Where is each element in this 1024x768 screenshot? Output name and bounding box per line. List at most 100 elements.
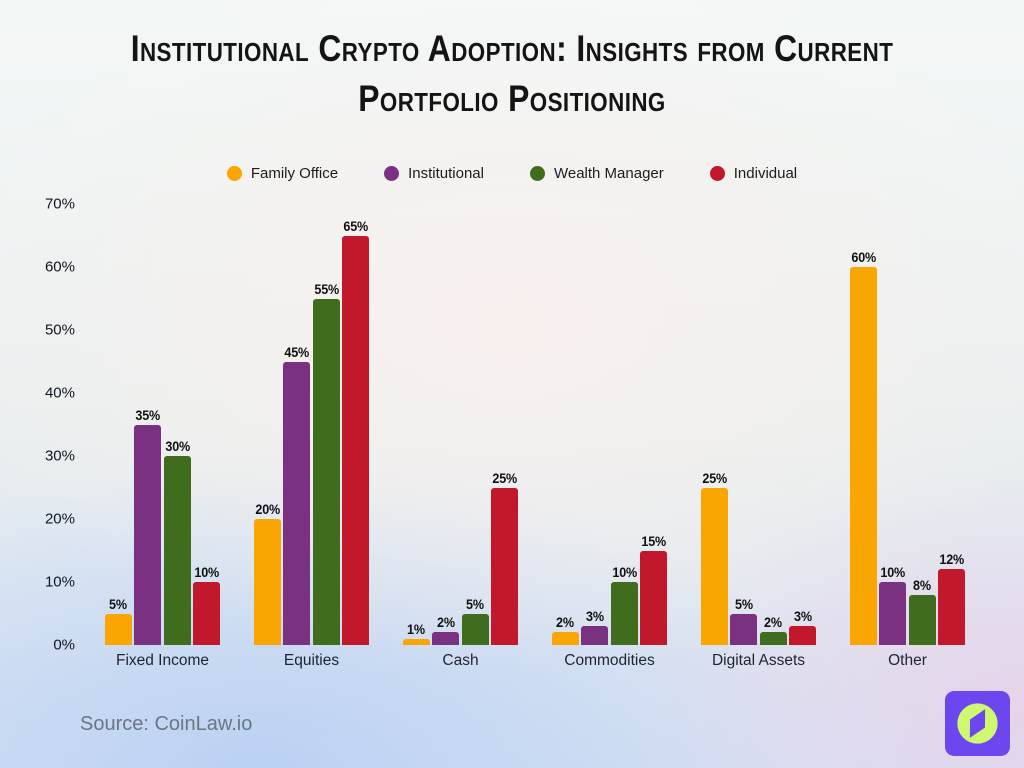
bar-value-label: 12% [939, 551, 965, 568]
bar-column: 60% [849, 204, 877, 645]
bar [163, 456, 191, 645]
legend-label: Institutional [408, 165, 484, 182]
bar-column: 25% [700, 204, 728, 645]
bar-value-label: 2% [556, 614, 575, 631]
bar-value-label: 2% [764, 614, 783, 631]
bar-value-label: 10% [194, 564, 220, 580]
y-axis-tick-label: 40% [44, 384, 75, 402]
bar [908, 594, 936, 645]
bar [640, 550, 668, 645]
bar-value-label: 35% [135, 406, 161, 423]
legend-label: Individual [733, 165, 798, 182]
bar-value-label: 3% [793, 608, 812, 625]
bar [283, 361, 311, 645]
bar-group: 60% 10% 8% 12% Other [849, 204, 966, 669]
bar [610, 582, 638, 645]
bar [432, 632, 460, 645]
bar [342, 235, 370, 645]
bar-column: 30% [163, 204, 191, 645]
legend-item: Family Office [226, 165, 339, 182]
chart-title-line1: Institutional Crypto Adoption: Insights … [130, 28, 894, 69]
bar-value-label: 2% [436, 614, 455, 631]
bar [134, 424, 162, 645]
bar-value-label: 15% [641, 532, 667, 549]
legend-label: Family Office [250, 165, 339, 182]
y-axis-tick-label: 10% [44, 573, 75, 591]
bar [491, 487, 519, 645]
bar-column: 3% [789, 204, 817, 645]
bar [312, 298, 340, 645]
bar-column: 5% [104, 204, 132, 645]
logo-needle [969, 709, 986, 738]
bar-value-label: 60% [850, 249, 876, 265]
bar-column: 2% [432, 204, 460, 645]
bar-group: 2% 3% 10% 15% Commodities [551, 204, 668, 669]
bar-value-label: 5% [734, 595, 753, 612]
legend-label: Wealth Manager [553, 165, 664, 182]
bar-column: 12% [938, 204, 966, 645]
bar-column: 1% [402, 204, 430, 645]
bar-value-label: 10% [880, 564, 906, 580]
bar [253, 519, 281, 645]
bar-column: 55% [312, 204, 340, 645]
bar-column: 3% [581, 204, 609, 645]
chart-title-line2: Portfolio Positioning [358, 78, 666, 119]
bar [104, 613, 132, 645]
bar-value-label: 20% [254, 501, 280, 517]
bar [193, 582, 221, 645]
bar-group: 20% 45% 55% 65% Equities [253, 204, 370, 669]
y-axis-tick-label: 60% [44, 258, 75, 276]
legend-dot-icon [226, 166, 242, 181]
y-axis-tick-label: 20% [44, 510, 75, 528]
chart-legend: Family Office Institutional Wealth Manager… [0, 165, 1024, 182]
x-axis-category-label: Digital Assets [711, 652, 806, 669]
legend-item: Wealth Manager [529, 165, 664, 182]
bar [402, 638, 430, 645]
y-axis-tick-label: 30% [44, 447, 75, 465]
y-axis-tick-label: 50% [44, 321, 75, 339]
x-axis-category-label: Equities [283, 652, 340, 669]
bar-value-label: 30% [164, 438, 190, 454]
bar [759, 632, 787, 645]
plot-area: 0% 10% 20% 30% 40% 50% 60% 70% 5% 35% 30% 10% Fixed… [45, 196, 982, 669]
legend-dot-icon [384, 166, 400, 181]
bar [581, 626, 609, 645]
coinlaw-logo [945, 691, 1010, 756]
bar-column: 8% [908, 204, 936, 645]
bar-column: 2% [551, 204, 579, 645]
legend-dot-icon [529, 166, 545, 181]
x-axis-category-label: Cash [442, 652, 479, 669]
bar-value-label: 65% [343, 217, 369, 234]
bar-value-label: 5% [109, 595, 128, 612]
bar-column: 35% [134, 204, 162, 645]
bar-column: 45% [283, 204, 311, 645]
bar-value-label: 8% [913, 576, 932, 593]
bar-value-label: 1% [407, 620, 426, 637]
x-axis-category-label: Fixed Income [115, 652, 210, 669]
bar-column: 10% [879, 204, 907, 645]
bar-value-label: 25% [701, 469, 727, 486]
y-axis-tick-label: 70% [44, 195, 75, 213]
bar [700, 487, 728, 645]
bar-column: 65% [342, 204, 370, 645]
bar [789, 626, 817, 645]
bar-value-label: 25% [492, 469, 518, 486]
bar-value-label: 3% [585, 608, 604, 625]
bar [938, 569, 966, 645]
source-attribution: Source: CoinLaw.io [80, 713, 253, 735]
bar [879, 582, 907, 645]
bar-column: 10% [193, 204, 221, 645]
chart-title: Institutional Crypto Adoption: Insights … [72, 24, 953, 124]
bar [849, 267, 877, 645]
bar-group: 25% 5% 2% 3% Digital Assets [700, 204, 817, 669]
bar-group: 5% 35% 30% 10% Fixed Income [104, 204, 221, 669]
bar-value-label: 55% [313, 280, 339, 297]
legend-dot-icon [709, 166, 725, 181]
bar-column: 5% [461, 204, 489, 645]
bar-value-label: 45% [284, 343, 310, 360]
x-axis-category-label: Commodities [564, 652, 655, 669]
bar [551, 632, 579, 645]
x-axis-category-label: Other [888, 652, 927, 669]
bar-column: 25% [491, 204, 519, 645]
bar-column: 10% [610, 204, 638, 645]
